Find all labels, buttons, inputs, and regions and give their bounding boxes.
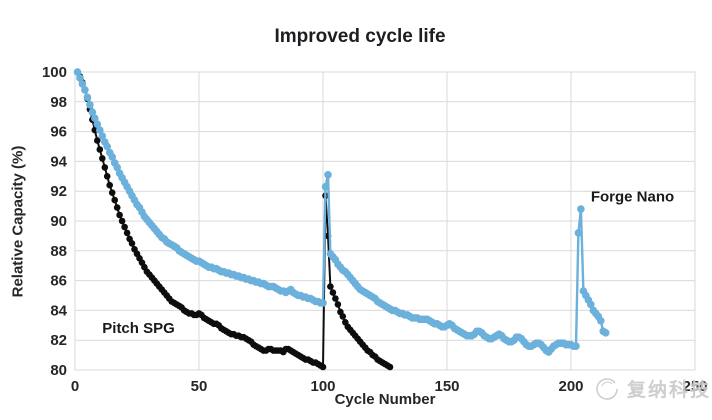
data-point <box>113 204 121 211</box>
x-tick-label: 50 <box>191 378 208 395</box>
data-point <box>332 295 339 302</box>
data-point <box>572 342 580 351</box>
data-point <box>329 289 337 296</box>
data-point <box>99 155 106 162</box>
y-tick-label: 84 <box>50 302 67 319</box>
data-point <box>319 299 327 307</box>
data-point <box>116 211 123 219</box>
data-point <box>76 74 84 82</box>
data-point <box>577 205 585 213</box>
y-tick-label: 90 <box>50 213 67 230</box>
data-point <box>78 80 87 88</box>
series-annotation: Forge Nano <box>591 189 674 206</box>
data-point <box>386 363 394 371</box>
data-point <box>93 120 102 128</box>
x-tick-label: 200 <box>558 378 583 395</box>
data-point <box>86 101 94 109</box>
y-tick-label: 100 <box>42 64 67 81</box>
x-tick-label: 0 <box>71 378 79 395</box>
data-point <box>339 313 347 320</box>
plot-border <box>74 71 696 371</box>
data-point <box>601 329 610 337</box>
x-axis-title: Cycle Number <box>334 391 436 408</box>
data-point <box>96 146 104 153</box>
data-point <box>321 182 330 191</box>
data-point <box>128 240 136 247</box>
data-point <box>83 93 92 102</box>
data-point <box>111 196 118 204</box>
data-point <box>108 189 116 196</box>
data-point <box>121 223 128 231</box>
data-point <box>73 68 82 76</box>
data-point <box>108 153 116 161</box>
data-point <box>334 301 342 308</box>
y-tick-label: 98 <box>50 94 67 111</box>
data-point <box>113 163 121 172</box>
y-tick-label: 86 <box>50 273 67 290</box>
y-tick-label: 96 <box>50 124 67 141</box>
data-point <box>88 108 97 116</box>
chart-title: Improved cycle life <box>274 26 446 47</box>
x-tick-label: 250 <box>682 378 707 395</box>
series-annotation: Pitch SPG <box>102 320 175 337</box>
y-tick-label: 82 <box>50 332 67 349</box>
data-point <box>106 181 113 189</box>
data-point <box>81 86 89 94</box>
series-forge-nano <box>73 68 610 356</box>
data-point <box>118 217 126 225</box>
x-tick-label: 150 <box>434 378 459 395</box>
data-point <box>103 142 111 151</box>
y-tick-label: 88 <box>50 243 67 260</box>
data-point <box>101 164 109 171</box>
data-point <box>123 229 131 237</box>
data-point <box>574 229 583 237</box>
data-point <box>96 126 104 134</box>
y-tick-label: 92 <box>50 183 67 200</box>
data-point <box>94 137 101 144</box>
data-point <box>587 300 595 309</box>
data-point <box>324 171 332 179</box>
data-point <box>103 173 111 180</box>
data-point <box>91 114 99 122</box>
data-point <box>327 283 334 290</box>
x-tick-label: 100 <box>310 378 335 395</box>
y-tick-label: 80 <box>50 362 67 379</box>
data-point <box>319 363 327 371</box>
data-point <box>98 132 107 140</box>
y-tick-label: 94 <box>50 153 67 170</box>
data-point <box>597 317 605 325</box>
